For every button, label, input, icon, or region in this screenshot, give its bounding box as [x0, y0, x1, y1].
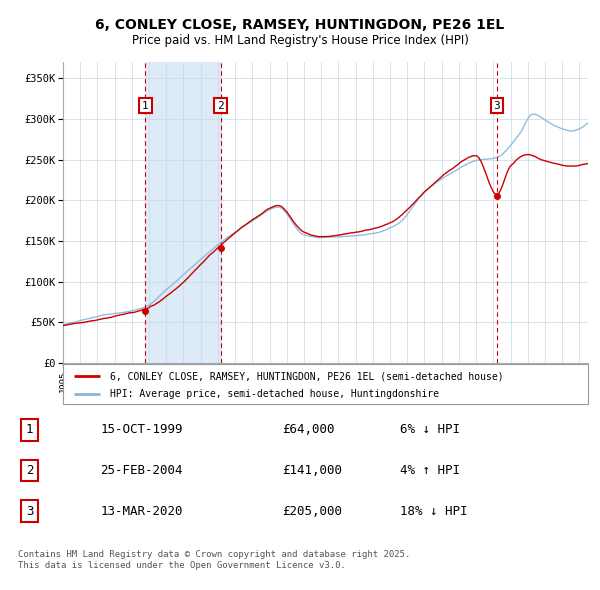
Text: 2: 2: [217, 100, 224, 110]
Text: 18% ↓ HPI: 18% ↓ HPI: [400, 504, 467, 517]
Text: 3: 3: [26, 504, 33, 517]
Text: Contains HM Land Registry data © Crown copyright and database right 2025.
This d: Contains HM Land Registry data © Crown c…: [18, 550, 410, 569]
Text: 6% ↓ HPI: 6% ↓ HPI: [400, 424, 460, 437]
Text: 6, CONLEY CLOSE, RAMSEY, HUNTINGDON, PE26 1EL: 6, CONLEY CLOSE, RAMSEY, HUNTINGDON, PE2…: [95, 18, 505, 32]
Text: 1: 1: [142, 100, 149, 110]
Bar: [145, 62, 221, 363]
Text: HPI: Average price, semi-detached house, Huntingdonshire: HPI: Average price, semi-detached house,…: [110, 389, 439, 399]
Text: 4% ↑ HPI: 4% ↑ HPI: [400, 464, 460, 477]
Text: £141,000: £141,000: [283, 464, 343, 477]
Text: 13-MAR-2020: 13-MAR-2020: [100, 504, 182, 517]
FancyBboxPatch shape: [63, 364, 588, 404]
Text: Price paid vs. HM Land Registry's House Price Index (HPI): Price paid vs. HM Land Registry's House …: [131, 34, 469, 47]
Text: £64,000: £64,000: [283, 424, 335, 437]
Text: £205,000: £205,000: [283, 504, 343, 517]
Text: 2: 2: [26, 464, 33, 477]
Text: 1: 1: [26, 424, 33, 437]
Text: 3: 3: [493, 100, 500, 110]
Text: 25-FEB-2004: 25-FEB-2004: [100, 464, 182, 477]
Text: 15-OCT-1999: 15-OCT-1999: [100, 424, 182, 437]
Text: 6, CONLEY CLOSE, RAMSEY, HUNTINGDON, PE26 1EL (semi-detached house): 6, CONLEY CLOSE, RAMSEY, HUNTINGDON, PE2…: [110, 371, 504, 381]
